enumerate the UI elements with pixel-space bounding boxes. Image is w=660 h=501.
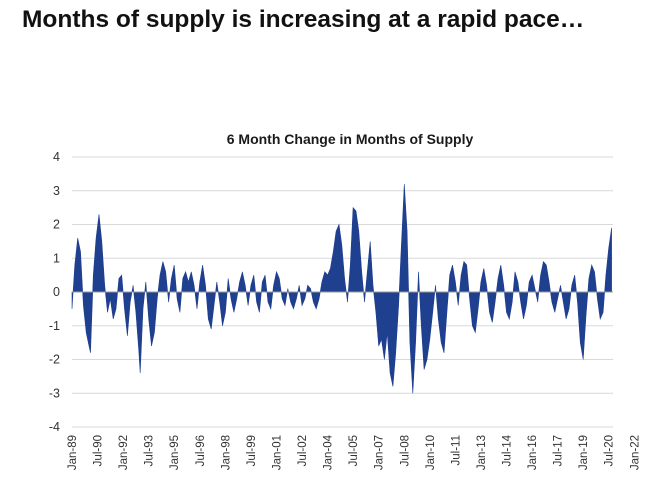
x-axis-ticks: Jan-89 Jul-90 Jan-92 Jul-93 Jan-95 Jul-96 Jan-… [67,434,641,470]
y-tick-label: -3 [49,386,60,400]
y-tick-label: 1 [53,251,60,265]
x-tick-label: Jul-02 [297,435,309,466]
x-tick-label: Jan-89 [67,435,79,470]
x-tick-label: Jan-01 [272,435,284,470]
x-tick-label: Jul-05 [348,435,360,466]
x-tick-label: Jan-95 [169,435,181,470]
series-area [71,183,612,394]
x-tick-label: Jul-90 [93,435,105,466]
y-axis-ticks: -4 -3 -2 -1 0 1 2 3 4 [49,150,60,434]
y-tick-label: 3 [53,184,60,198]
x-tick-label: Jul-11 [450,435,462,465]
x-tick-label: Jan-92 [118,435,130,470]
x-tick-label: Jan-22 [629,435,641,470]
x-tick-label: Jan-10 [425,435,437,470]
y-tick-label: -1 [49,319,60,333]
y-tick-label: 2 [53,218,60,232]
y-tick-label: -4 [49,420,60,434]
x-tick-label: Jul-93 [144,435,156,466]
page-headline: Months of supply is increasing at a rapi… [22,6,585,33]
chart-title: 6 Month Change in Months of Supply [226,131,474,147]
x-tick-label: Jan-98 [220,435,232,470]
y-tick-label: -2 [49,353,60,367]
x-tick-label: Jul-14 [502,434,514,466]
x-tick-label: Jan-04 [323,434,335,470]
x-tick-label: Jan-13 [476,435,488,470]
x-tick-label: Jan-19 [578,435,590,470]
x-tick-label: Jul-20 [604,435,616,466]
x-tick-label: Jan-07 [374,435,386,470]
x-tick-label: Jul-08 [399,435,411,466]
x-tick-label: Jul-17 [553,435,565,466]
x-tick-label: Jul-99 [246,435,258,466]
y-tick-label: 4 [53,150,60,164]
x-tick-label: Jul-96 [195,435,207,466]
y-tick-label: 0 [53,285,60,299]
x-tick-label: Jan-16 [527,435,539,470]
